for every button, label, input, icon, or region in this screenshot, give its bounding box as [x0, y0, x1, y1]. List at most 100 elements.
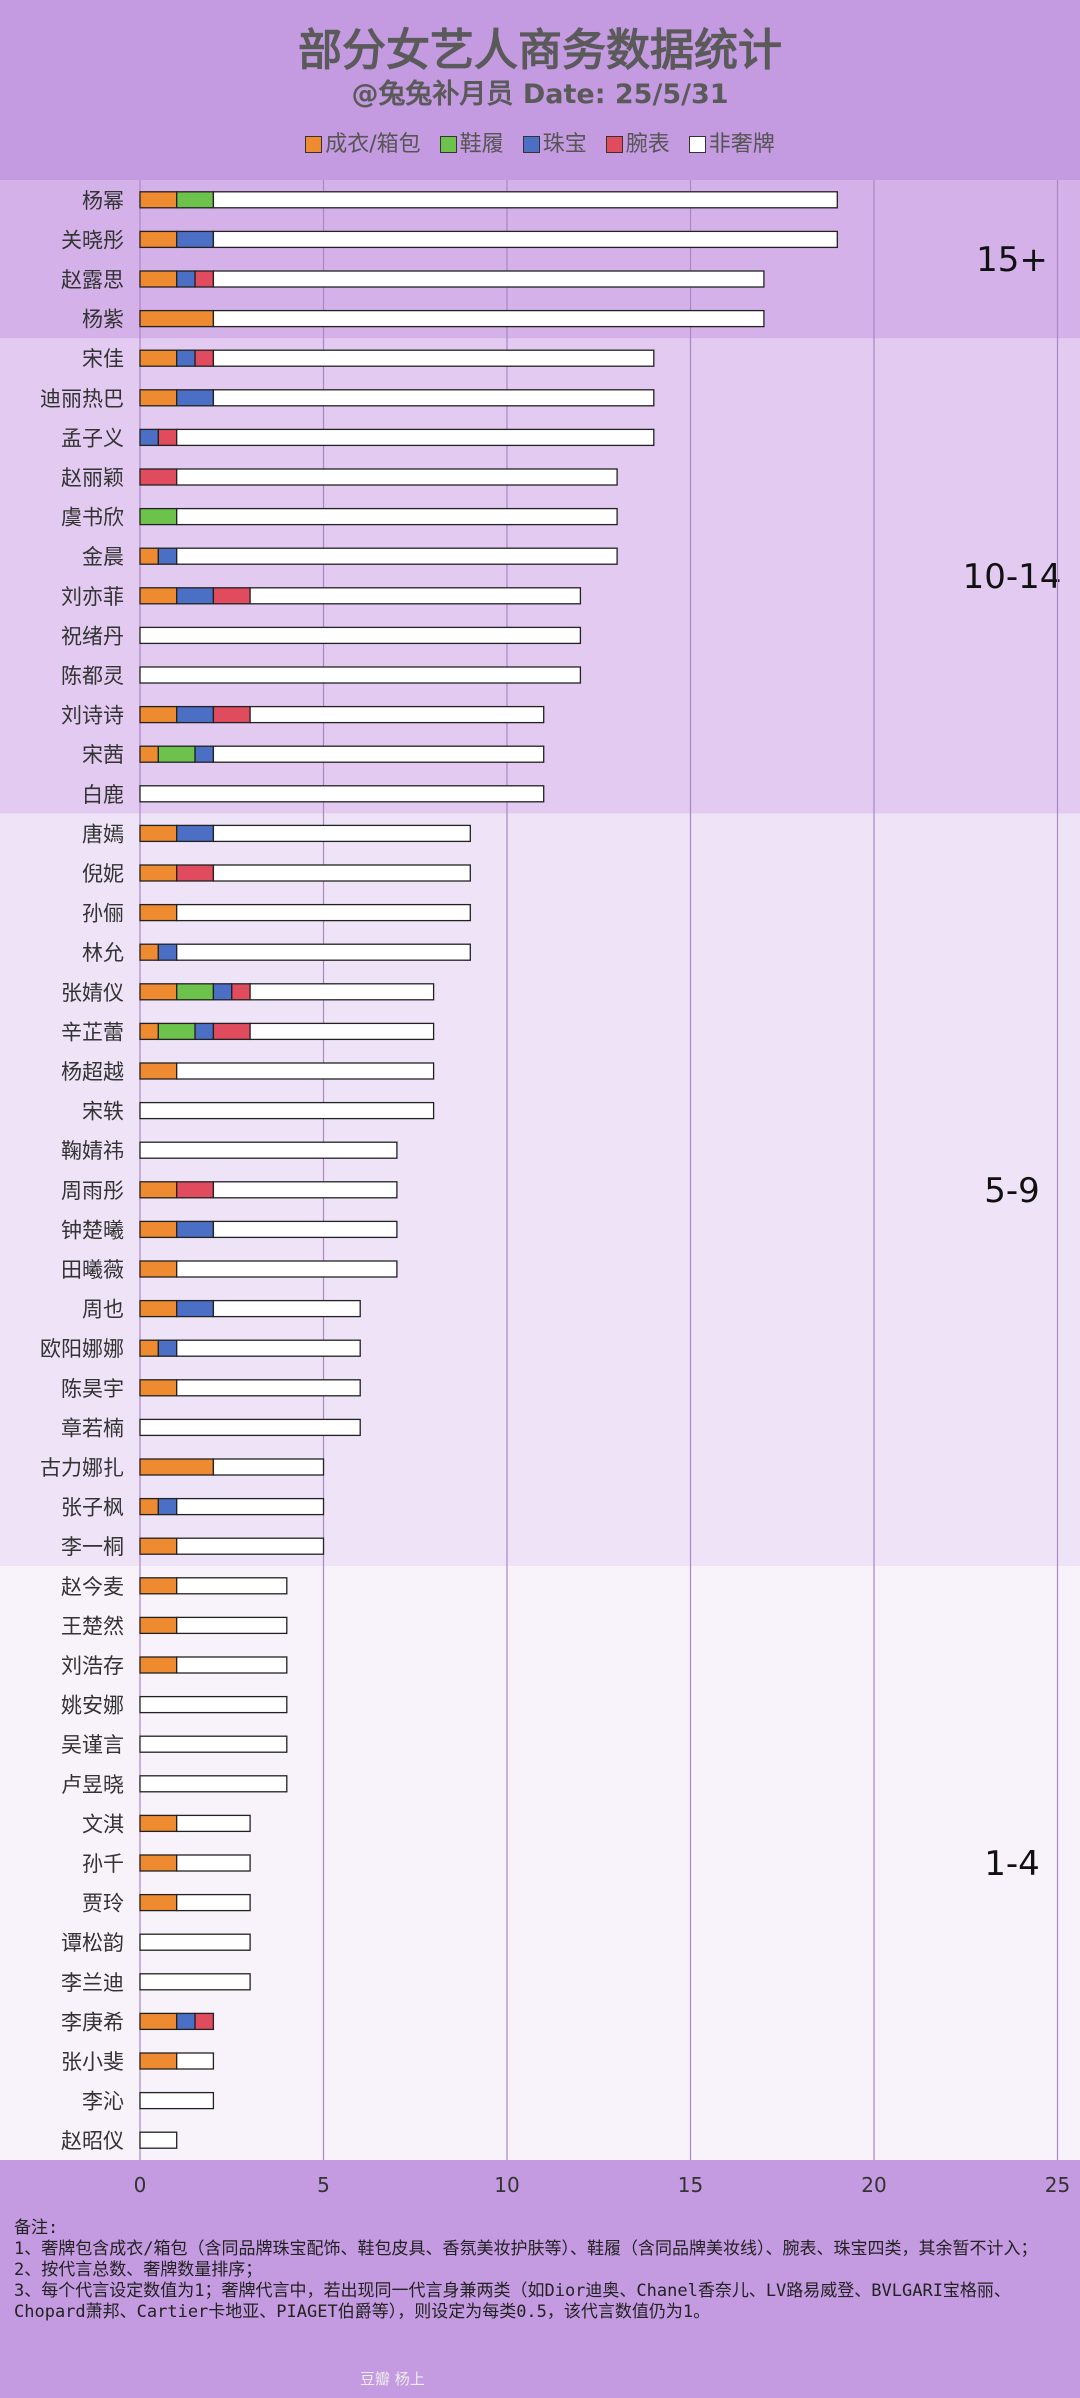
x-tick-label: 0	[134, 2173, 147, 2197]
row-label: 刘浩存	[61, 1654, 124, 1678]
note-line: 1、奢牌包含成衣/箱包（含同品牌珠宝配饰、鞋包皮具、香氛美妆护肤等）、鞋履（含同…	[14, 2239, 1038, 2259]
bar-segment	[212, 230, 838, 249]
bar-segment	[139, 983, 178, 1001]
row-label: 周雨彤	[61, 1179, 124, 1203]
row-label: 杨紫	[82, 308, 124, 332]
bar-segment	[176, 270, 196, 288]
bar-segment	[194, 1022, 215, 1041]
bar-segment	[139, 1141, 398, 1159]
x-axis-band	[0, 2160, 1080, 2210]
bar-segment	[212, 705, 251, 724]
bar-segment	[176, 1181, 215, 1199]
row-label: 陈昊宇	[61, 1377, 124, 1401]
note-line: 3、每个代言设定数值为1；奢牌代言中，若出现同一代言身兼两类（如Dior迪奥、C…	[14, 2281, 1011, 2322]
bar-segment	[139, 1299, 178, 1318]
bar-segment	[212, 191, 838, 209]
bar-segment	[157, 1022, 196, 1041]
bar-segment	[139, 2052, 178, 2070]
bar-segment	[139, 1814, 178, 1833]
row-label: 周也	[82, 1298, 124, 1322]
row-label: 宋茜	[82, 743, 124, 767]
bar-segment	[139, 1418, 361, 1437]
row-label: 王楚然	[61, 1614, 124, 1638]
bar-segment	[176, 191, 215, 209]
bar-segment	[139, 1497, 160, 1516]
row-label: 孙千	[82, 1852, 124, 1876]
legend: 成衣/箱包 鞋履 珠宝 腕表 非奢牌	[0, 126, 1080, 158]
bar-segment	[157, 547, 178, 565]
bar-segment	[176, 547, 618, 565]
bar-segment	[249, 983, 435, 1001]
chart-header: 部分女艺人商务数据统计 @兔兔补月员 Date: 25/5/31 成衣/箱包 鞋…	[0, 0, 1080, 180]
bar-segment	[139, 1656, 178, 1674]
watermark: 豆瓣 杨上	[360, 2370, 425, 2388]
bar-segment	[176, 1260, 398, 1278]
bar-segment	[176, 705, 215, 724]
legend-swatch	[305, 136, 323, 153]
bar-segment	[157, 428, 178, 447]
row-label: 卢昱晓	[61, 1773, 124, 1797]
row-label: 关晓彤	[61, 228, 124, 252]
bar-segment	[139, 1933, 251, 1951]
bar-segment	[176, 230, 215, 249]
row-label: 李兰迪	[61, 1971, 124, 1995]
legend-swatch	[439, 136, 457, 153]
row-label: 古力娜扎	[40, 1456, 124, 1480]
chart-subtitle: @兔兔补月员 Date: 25/5/31	[351, 79, 729, 110]
x-tick-label: 5	[317, 2173, 330, 2197]
row-label: 欧阳娜娜	[40, 1337, 124, 1361]
bar-segment	[176, 903, 471, 922]
bar-segment	[176, 468, 618, 486]
bar-segment	[176, 1616, 288, 1635]
bar-segment	[139, 943, 160, 961]
bar-segment	[139, 1893, 178, 1912]
row-label: 赵露思	[61, 268, 124, 292]
bar-segment	[139, 1379, 178, 1397]
row-label: 陈都灵	[61, 664, 124, 688]
x-tick-label: 25	[1045, 2173, 1070, 2197]
bar-segment	[249, 587, 582, 605]
row-label: 刘亦菲	[61, 585, 124, 609]
row-label: 杨幂	[82, 189, 124, 213]
legend-item: 腕表	[605, 126, 670, 158]
bar-segment	[212, 349, 655, 367]
row-label: 张子枫	[61, 1496, 124, 1520]
row-label: 李沁	[82, 2090, 124, 2114]
bar-segment	[139, 1022, 160, 1041]
bar-segment	[139, 1220, 178, 1239]
bar-chart: 15+ 10-14 5-9 1-4 0 5 10 15 20 25 杨幂关晓彤赵露思杨紫宋佳迪丽热巴…	[0, 180, 1080, 2210]
bar-segment	[139, 1101, 435, 1120]
bar-segment	[176, 587, 215, 605]
bar-segment	[139, 1062, 178, 1080]
bar-segment	[176, 1854, 251, 1872]
legend-label: 腕表	[625, 132, 670, 157]
row-label: 金晨	[82, 545, 124, 569]
row-label: 李庚希	[61, 2010, 124, 2034]
bar-segment	[212, 1022, 251, 1041]
row-label: 宋佳	[82, 347, 124, 371]
bar-segment	[176, 1537, 325, 1555]
group-label: 15+	[976, 240, 1048, 280]
bar-segment	[139, 1458, 215, 1476]
bar-segment	[139, 1735, 288, 1753]
legend-item: 成衣/箱包	[305, 126, 421, 158]
legend-swatch	[522, 136, 540, 153]
bar-segment	[176, 983, 215, 1001]
legend-label: 成衣/箱包	[325, 132, 421, 157]
row-label: 文淇	[82, 1812, 124, 1836]
bar-segment	[212, 745, 545, 763]
bar-segment	[194, 745, 215, 763]
bar-segment	[139, 389, 178, 407]
row-label: 白鹿	[82, 783, 124, 807]
bar-segment	[176, 1220, 215, 1239]
bar-segment	[176, 2012, 196, 2031]
row-label: 赵今麦	[61, 1575, 124, 1599]
bar-segment	[139, 587, 178, 605]
bar-segment	[139, 1695, 288, 1714]
row-label: 张小斐	[61, 2050, 124, 2074]
bar-segment	[176, 349, 196, 367]
bar-segment	[176, 1893, 251, 1912]
bar-segment	[176, 1062, 435, 1080]
bar-segment	[139, 824, 178, 843]
